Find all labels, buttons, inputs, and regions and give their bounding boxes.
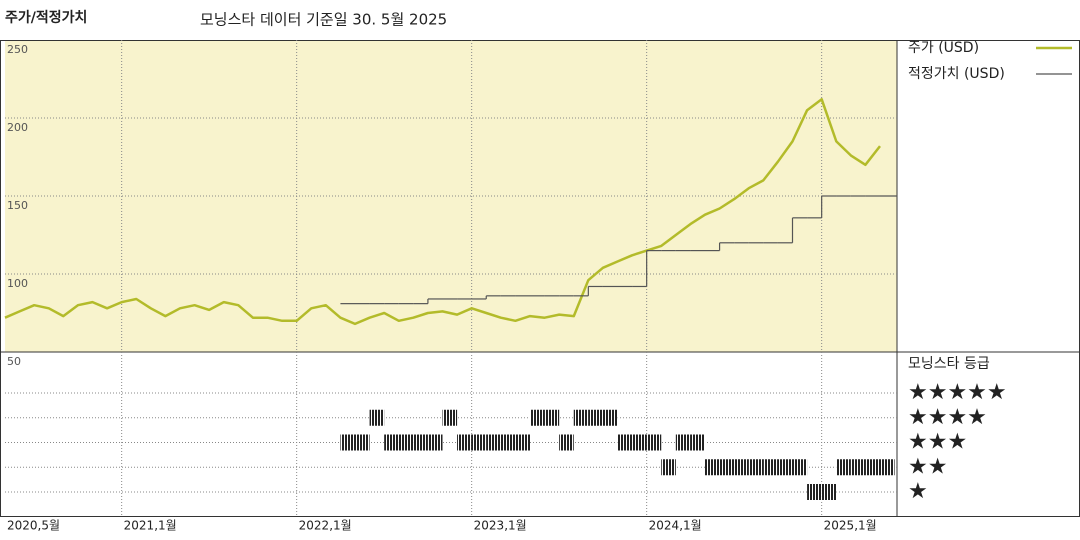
rating-mark xyxy=(500,434,516,451)
rating-mark xyxy=(442,409,458,426)
rating-mark xyxy=(880,459,895,476)
y-tick-label: 50 xyxy=(7,355,21,368)
rating-mark xyxy=(763,459,778,476)
plot-background xyxy=(5,40,897,352)
rating-mark xyxy=(807,484,822,500)
rating-mark xyxy=(515,434,530,451)
rating-title: 모닝스타 등급 xyxy=(908,356,990,372)
legend-label: 적정가치 (USD) xyxy=(908,66,1005,82)
x-tick-label: 2021,1월 xyxy=(124,519,177,533)
rating-mark xyxy=(850,459,866,476)
rating-label: ★★★★ xyxy=(908,405,987,430)
x-tick-label: 2020,5월 xyxy=(7,519,60,533)
rating-mark xyxy=(471,434,487,451)
rating-mark xyxy=(690,434,705,451)
rating-mark xyxy=(340,434,355,451)
y-tick-label: 250 xyxy=(7,43,28,56)
rating-mark xyxy=(675,434,691,451)
rating-mark xyxy=(821,484,837,500)
price-line xyxy=(4,98,881,326)
rating-mark xyxy=(457,434,472,451)
y-tick-label: 200 xyxy=(7,121,28,134)
rating-mark xyxy=(865,459,880,476)
chart-subtitle: 모닝스타 데이터 기준일 30. 5월 2025 xyxy=(200,11,447,29)
rating-mark xyxy=(646,434,662,451)
rating-label: ★ xyxy=(908,479,928,504)
rating-mark xyxy=(544,409,560,426)
rating-mark xyxy=(573,409,589,426)
rating-mark xyxy=(369,409,385,426)
rating-mark xyxy=(617,434,633,451)
rating-mark xyxy=(559,434,574,451)
rating-mark xyxy=(384,434,399,451)
rating-mark xyxy=(602,409,618,426)
rating-mark xyxy=(355,434,370,451)
rating-mark xyxy=(661,459,676,476)
rating-mark xyxy=(398,434,414,451)
rating-mark xyxy=(705,459,720,476)
y-tick-label: 100 xyxy=(7,277,28,290)
rating-mark xyxy=(486,434,501,451)
x-tick-label: 2023,1월 xyxy=(474,519,527,533)
rating-mark xyxy=(748,459,764,476)
rating-mark xyxy=(413,434,428,451)
x-tick-label: 2022,1월 xyxy=(299,519,352,533)
x-tick-label: 2025,1월 xyxy=(824,519,877,533)
rating-mark xyxy=(719,459,735,476)
rating-label: ★★★★★ xyxy=(908,380,1007,405)
rating-mark xyxy=(632,434,647,451)
rating-label: ★★★ xyxy=(908,430,967,455)
rating-mark xyxy=(427,434,443,451)
chart-title: 주가/적정가치 xyxy=(5,9,87,26)
rating-mark xyxy=(777,459,793,476)
y-tick-label: 150 xyxy=(7,199,28,212)
rating-mark xyxy=(792,459,808,476)
rating-mark xyxy=(530,409,545,426)
rating-mark xyxy=(836,459,851,476)
legend-label: 주가 (USD) xyxy=(908,40,979,56)
x-tick-label: 2024,1월 xyxy=(649,519,702,533)
rating-label: ★★ xyxy=(908,454,947,479)
rating-mark xyxy=(734,459,749,476)
rating-mark xyxy=(588,409,603,426)
